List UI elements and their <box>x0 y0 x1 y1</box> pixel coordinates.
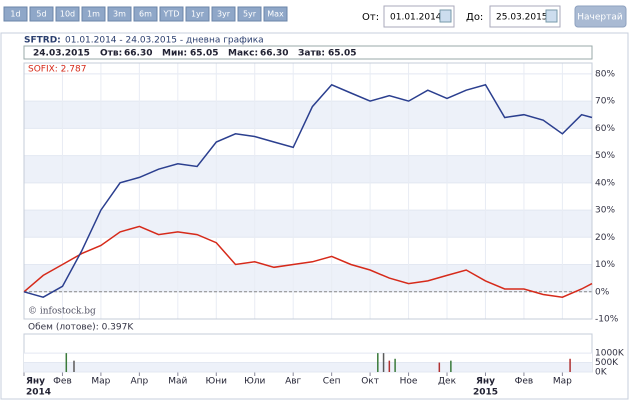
range-button[interactable] <box>55 6 80 22</box>
grid-band <box>24 264 592 292</box>
x-tick-label: Юни <box>206 377 228 387</box>
range-button[interactable] <box>3 6 28 22</box>
x-tick-label: Мар <box>91 377 110 387</box>
y-tick-label: 60% <box>595 124 615 134</box>
y-tick-label: 0K <box>595 368 608 378</box>
volume-bar <box>569 358 571 372</box>
y-tick-label: 80% <box>595 69 615 79</box>
series-line <box>23 83 593 299</box>
high: 66.30 <box>260 49 288 59</box>
range-button-label: 1d <box>10 10 20 19</box>
range-button[interactable] <box>211 6 236 22</box>
to-input[interactable] <box>489 5 561 28</box>
volume-title: Обем (лотове): 0.397K <box>28 323 134 333</box>
range-button[interactable] <box>133 6 158 22</box>
x-tick-label: Окт <box>361 377 379 387</box>
x-tick-label: Яну <box>26 377 45 387</box>
y-tick-label: 1000K <box>595 349 625 359</box>
x-tick-label: Юли <box>244 377 265 387</box>
y-tick-label: 50% <box>595 151 615 161</box>
y-tick-label: 10% <box>595 260 615 270</box>
range-button[interactable] <box>81 6 106 22</box>
y-tick-label: 500K <box>595 358 619 368</box>
x-tick-label: Сеп <box>323 377 341 387</box>
to-label: До: <box>466 12 483 23</box>
legend-label: SOFIX: 2.787 <box>28 65 86 75</box>
year-label: 2015 <box>473 388 498 398</box>
low: 65.05 <box>190 49 218 59</box>
calendar-icon[interactable] <box>545 9 558 23</box>
volume-bar <box>394 358 396 372</box>
range-button-label: 5d <box>36 10 46 19</box>
open: 66.30 <box>124 49 152 59</box>
range-button[interactable] <box>185 6 210 22</box>
y-tick-label: 30% <box>595 206 615 216</box>
volume-bar <box>73 360 75 372</box>
close: 65.05 <box>328 49 356 59</box>
date: 24.03.2015 <box>33 49 90 59</box>
range-button-label: 10d <box>60 10 75 19</box>
panel <box>0 32 629 400</box>
range-button-label: Max <box>267 10 284 19</box>
from-input[interactable] <box>383 5 455 28</box>
close-label: Затв: <box>298 49 325 59</box>
range-button[interactable] <box>107 6 132 22</box>
y-tick-label: 40% <box>595 178 615 188</box>
plot-border <box>23 62 593 320</box>
y-tick-label: 20% <box>595 233 615 243</box>
from-label: От: <box>362 12 379 23</box>
range-button-label: 3m <box>113 10 126 19</box>
x-tick-label: Май <box>168 377 187 387</box>
volume-bar <box>388 360 391 372</box>
range-button-label: 3yr <box>217 10 231 19</box>
range-button-label: 1m <box>87 10 100 19</box>
to-value: 25.03.2015 <box>496 13 548 23</box>
range-button-label: 1yr <box>191 10 205 19</box>
y-tick-label: -10% <box>595 315 619 325</box>
symbol: SFTRD: <box>24 36 61 46</box>
grid-band <box>24 362 592 372</box>
range-button-label: 6m <box>139 10 152 19</box>
range: 01.01.2014 - 24.03.2015 - дневна графика <box>65 36 264 46</box>
range-button-label: 5yr <box>243 10 257 19</box>
volume-bar <box>438 362 441 372</box>
info-box <box>23 45 593 60</box>
range-button[interactable] <box>237 6 262 22</box>
x-tick-label: Фев <box>53 377 72 387</box>
x-tick-label: Авг <box>285 377 301 387</box>
x-tick-label: Мар <box>553 377 572 387</box>
watermark: © infostock.bg <box>28 307 96 317</box>
x-tick-label: Дек <box>438 377 457 387</box>
x-tick-label: Ное <box>400 377 418 387</box>
submit-label: Начертай <box>577 13 623 23</box>
x-tick-label: Фев <box>515 377 534 387</box>
x-tick-label: Апр <box>130 377 148 387</box>
year-label: 2014 <box>26 388 51 398</box>
x-tick-label: Яну <box>476 377 495 387</box>
volume-bar <box>65 353 68 372</box>
range-button[interactable] <box>29 6 54 22</box>
volume-bar <box>377 353 379 372</box>
grid-band <box>24 353 592 363</box>
high-label: Макс: <box>228 49 258 59</box>
low-label: Мин: <box>162 49 187 59</box>
from-value: 01.01.2014 <box>390 13 442 23</box>
volume-bar <box>450 360 452 372</box>
volume-bar <box>382 353 385 372</box>
grid-band <box>24 155 592 183</box>
grid-band <box>24 210 592 238</box>
y-tick-label: 0% <box>595 287 610 297</box>
submit-button[interactable] <box>574 5 627 28</box>
open-label: Отв: <box>100 49 122 59</box>
calendar-icon[interactable] <box>439 9 452 23</box>
series-line <box>23 225 593 298</box>
range-button[interactable] <box>159 6 184 22</box>
range-button-label: YTD <box>163 10 180 19</box>
range-button[interactable] <box>263 6 288 22</box>
y-tick-label: 70% <box>595 97 615 107</box>
